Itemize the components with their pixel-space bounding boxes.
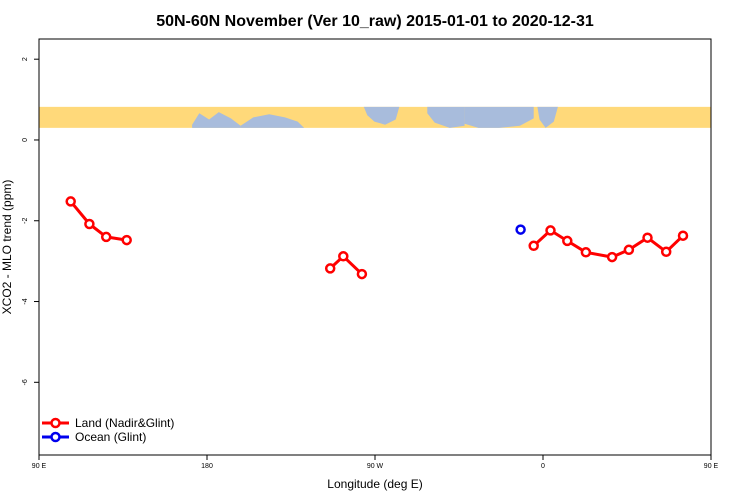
series-0-point [642, 232, 653, 243]
series-0-point [545, 225, 556, 236]
series-0-line-segment [69, 200, 127, 242]
ocean-region-north-sea [537, 106, 558, 128]
series-0-point [739, 197, 747, 205]
series-0-point [84, 218, 95, 230]
series-1-point [515, 224, 526, 235]
series-0-point [100, 231, 112, 243]
ocean-region-bering-sea [192, 112, 241, 128]
legend: Land (Nadir&Glint)Ocean (Glint) [42, 416, 174, 444]
series-0-line-segment [532, 228, 685, 259]
x-tick-label: 90 W [367, 463, 384, 470]
series-0-point [562, 235, 573, 247]
y-axis: 2 0 -2 -4 -6 [22, 57, 39, 385]
series-0-point [580, 247, 592, 258]
series-0-point [660, 246, 672, 258]
y-tick-label: -4 [22, 298, 29, 304]
y-tick-label: -2 [22, 218, 29, 224]
chart-title: 50N-60N November (Ver 10_raw) 2015-01-01… [156, 13, 594, 30]
series-0-point [606, 251, 618, 263]
series-0-point [65, 196, 76, 207]
x-axis: 90 E 180 90 W 0 90 E [32, 455, 719, 470]
series-0-point [623, 244, 635, 256]
series-0-point [677, 230, 689, 241]
series-0-point [528, 240, 539, 252]
y-tick-label: 0 [22, 138, 29, 142]
series-0-point [338, 251, 349, 262]
x-axis-label: Longitude (deg E) [327, 477, 422, 491]
legend-label: Land (Nadir&Glint) [75, 416, 174, 430]
series-0-point [356, 268, 368, 280]
series-0-point [324, 263, 336, 274]
y-tick-label: -6 [22, 379, 29, 385]
ocean-region-gulf-of-alaska [240, 114, 305, 128]
ocean-region-north-atlantic [464, 106, 534, 128]
ocean-region-hudson-bay [363, 106, 400, 125]
series-0-line-segment [743, 201, 750, 240]
x-tick-label: 90 E [704, 463, 719, 470]
y-axis-label: XCO2 - MLO trend (ppm) [0, 180, 14, 315]
legend-marker [50, 417, 61, 429]
data-layer [65, 196, 750, 280]
plot-frame [38, 38, 712, 456]
y-tick-label: 2 [22, 57, 29, 61]
x-tick-label: 90 E [32, 463, 47, 470]
x-tick-label: 180 [201, 463, 213, 470]
x-tick-label: 0 [541, 463, 545, 470]
legend-marker [50, 431, 61, 443]
legend-label: Ocean (Glint) [75, 430, 146, 444]
series-0-point [121, 234, 132, 246]
ocean-region-labrador-sea [427, 106, 465, 128]
world-map-strip [39, 106, 711, 128]
